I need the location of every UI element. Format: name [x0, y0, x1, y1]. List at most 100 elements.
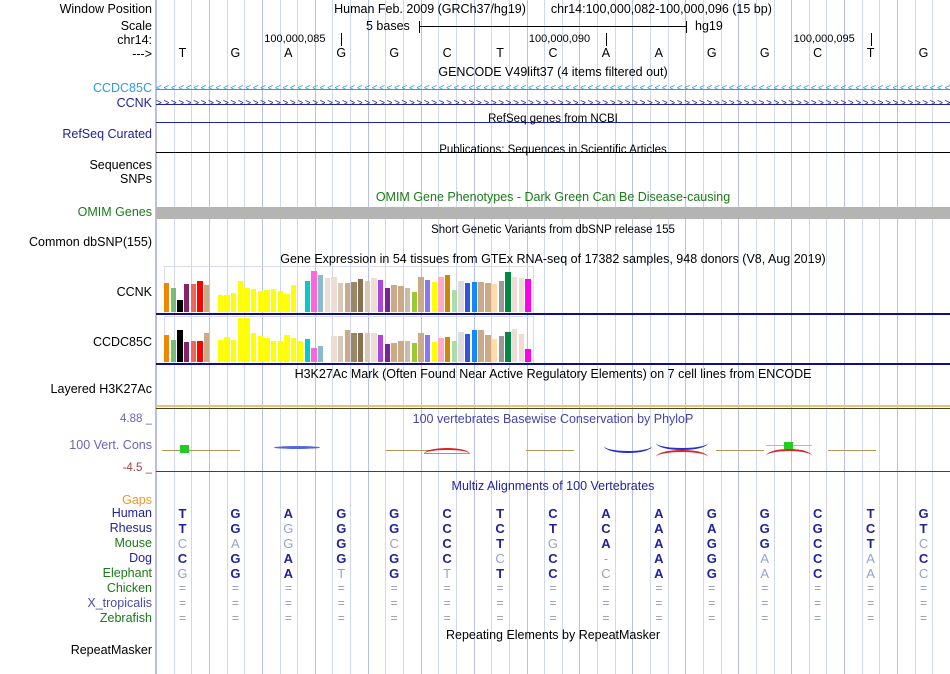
- gtex-bar[interactable]: [445, 275, 451, 312]
- alignment-row[interactable]: = = = = = = = = = = = = = = =: [156, 611, 950, 626]
- gtex-bar[interactable]: [244, 318, 250, 362]
- gtex-bar[interactable]: [184, 284, 190, 312]
- label-gtex-ccdc85c[interactable]: CCDC85C: [92, 335, 152, 349]
- label-omim-genes[interactable]: OMIM Genes: [77, 205, 152, 219]
- gene-arrows-ccdc85c[interactable]: <<<<<<<<<<<<<<<<<<<<<<<<<<<<<<<<<<<<<<<<…: [156, 85, 950, 94]
- gtex-bar[interactable]: [297, 341, 304, 362]
- gtex-bar[interactable]: [511, 277, 518, 312]
- gtex-bar[interactable]: [358, 333, 364, 362]
- gtex-bar[interactable]: [518, 334, 524, 362]
- label-refseq-curated[interactable]: RefSeq Curated: [62, 127, 152, 141]
- gtex-bar[interactable]: [291, 285, 297, 312]
- gtex-bar[interactable]: [237, 281, 243, 312]
- gtex-bar[interactable]: [411, 292, 417, 312]
- gtex-bar[interactable]: [498, 281, 504, 312]
- gtex-bar[interactable]: [271, 341, 277, 362]
- phylop-conservation-plot[interactable]: [156, 410, 950, 472]
- gtex-bar[interactable]: [485, 283, 491, 312]
- gtex-bar[interactable]: [418, 277, 424, 312]
- omim-genes-band[interactable]: [156, 207, 950, 219]
- label-gaps[interactable]: Gaps: [122, 493, 152, 507]
- gtex-bar[interactable]: [458, 281, 464, 312]
- gtex-bar[interactable]: [351, 282, 357, 312]
- gtex-bar[interactable]: [431, 342, 437, 362]
- gtex-bar[interactable]: [485, 335, 491, 362]
- gtex-bar[interactable]: [465, 283, 471, 312]
- gene-arrows-ccnk[interactable]: >>>>>>>>>>>>>>>>>>>>>>>>>>>>>>>>>>>>>>>>…: [156, 100, 950, 109]
- label-snps[interactable]: SNPs: [120, 172, 152, 186]
- gtex-bar[interactable]: [525, 349, 531, 362]
- gtex-bar[interactable]: [230, 340, 237, 362]
- gtex-bar[interactable]: [304, 281, 310, 312]
- label-gene-ccdc85c[interactable]: CCDC85C: [92, 81, 152, 95]
- species-label-chicken[interactable]: Chicken: [106, 581, 152, 595]
- gtex-bar[interactable]: [331, 277, 337, 312]
- gtex-bar[interactable]: [458, 332, 464, 362]
- gtex-bar[interactable]: [371, 333, 377, 362]
- gtex-bar[interactable]: [250, 333, 257, 362]
- gtex-bar[interactable]: [424, 335, 431, 362]
- gtex-bar[interactable]: [391, 285, 397, 312]
- gtex-bar[interactable]: [264, 338, 270, 362]
- gtex-bar[interactable]: [224, 295, 230, 312]
- species-label-dog[interactable]: Dog: [129, 551, 152, 565]
- gtex-bar[interactable]: [391, 343, 397, 362]
- gtex-bar[interactable]: [337, 336, 344, 362]
- gtex-bar[interactable]: [224, 337, 230, 362]
- alignment-row[interactable]: = = = = = = = = = = = = = = =: [156, 581, 950, 596]
- gtex-bar[interactable]: [324, 278, 330, 312]
- label-sequences[interactable]: Sequences: [89, 158, 152, 172]
- species-label-elephant[interactable]: Elephant: [102, 566, 152, 580]
- gtex-bar[interactable]: [471, 282, 478, 312]
- label-gene-ccnk[interactable]: CCNK: [116, 96, 152, 110]
- gtex-bar[interactable]: [378, 335, 384, 362]
- gtex-bar[interactable]: [217, 295, 223, 312]
- gtex-bar[interactable]: [491, 284, 498, 312]
- gtex-bar[interactable]: [418, 333, 424, 362]
- gtex-bar[interactable]: [411, 343, 417, 362]
- track-data-panel[interactable]: 100,000,085 100,000,090 100,000,095 T G A G G C T…: [156, 0, 950, 674]
- gtex-ccdc85c-bars[interactable]: [164, 316, 532, 362]
- gtex-bar[interactable]: [424, 280, 431, 312]
- gtex-bar[interactable]: [371, 278, 377, 312]
- gtex-bar[interactable]: [398, 341, 404, 362]
- gtex-bar[interactable]: [404, 341, 411, 362]
- gtex-bar[interactable]: [164, 335, 170, 362]
- gtex-bar[interactable]: [190, 284, 197, 312]
- gtex-bar[interactable]: [164, 283, 170, 312]
- species-label-rhesus[interactable]: Rhesus: [109, 521, 152, 535]
- species-label-human[interactable]: Human: [111, 506, 152, 520]
- gtex-bar[interactable]: [291, 338, 297, 362]
- gtex-bar[interactable]: [358, 279, 364, 312]
- gtex-bar[interactable]: [518, 278, 524, 312]
- gtex-bar[interactable]: [438, 277, 444, 312]
- species-label-x_tropicalis[interactable]: X_tropicalis: [87, 596, 152, 610]
- gtex-bar[interactable]: [438, 338, 444, 362]
- gtex-bar[interactable]: [284, 294, 290, 312]
- gtex-bar[interactable]: [197, 341, 203, 362]
- gtex-bar[interactable]: [498, 336, 504, 362]
- alignment-row[interactable]: = = = = = = = = = = = = = = =: [156, 596, 950, 611]
- gtex-bar[interactable]: [471, 330, 478, 362]
- gtex-bar[interactable]: [384, 344, 391, 362]
- gtex-bar[interactable]: [311, 348, 317, 362]
- gtex-ccnk-bars[interactable]: [164, 266, 532, 312]
- gtex-bar[interactable]: [511, 329, 518, 362]
- gtex-bar[interactable]: [237, 318, 243, 362]
- gtex-bar[interactable]: [250, 289, 257, 312]
- track-label-column[interactable]: Window Position Scale chr14: ---> CCDC85…: [0, 0, 155, 674]
- gtex-bar[interactable]: [177, 330, 183, 362]
- gtex-bar[interactable]: [525, 279, 531, 312]
- gtex-bar[interactable]: [378, 280, 384, 312]
- gtex-bar[interactable]: [264, 290, 270, 312]
- gtex-bar[interactable]: [284, 335, 290, 362]
- gtex-bar[interactable]: [317, 275, 324, 312]
- gtex-bar[interactable]: [184, 342, 190, 362]
- gtex-bar[interactable]: [364, 281, 371, 312]
- gtex-bar[interactable]: [478, 330, 484, 362]
- gtex-bar[interactable]: [451, 290, 458, 312]
